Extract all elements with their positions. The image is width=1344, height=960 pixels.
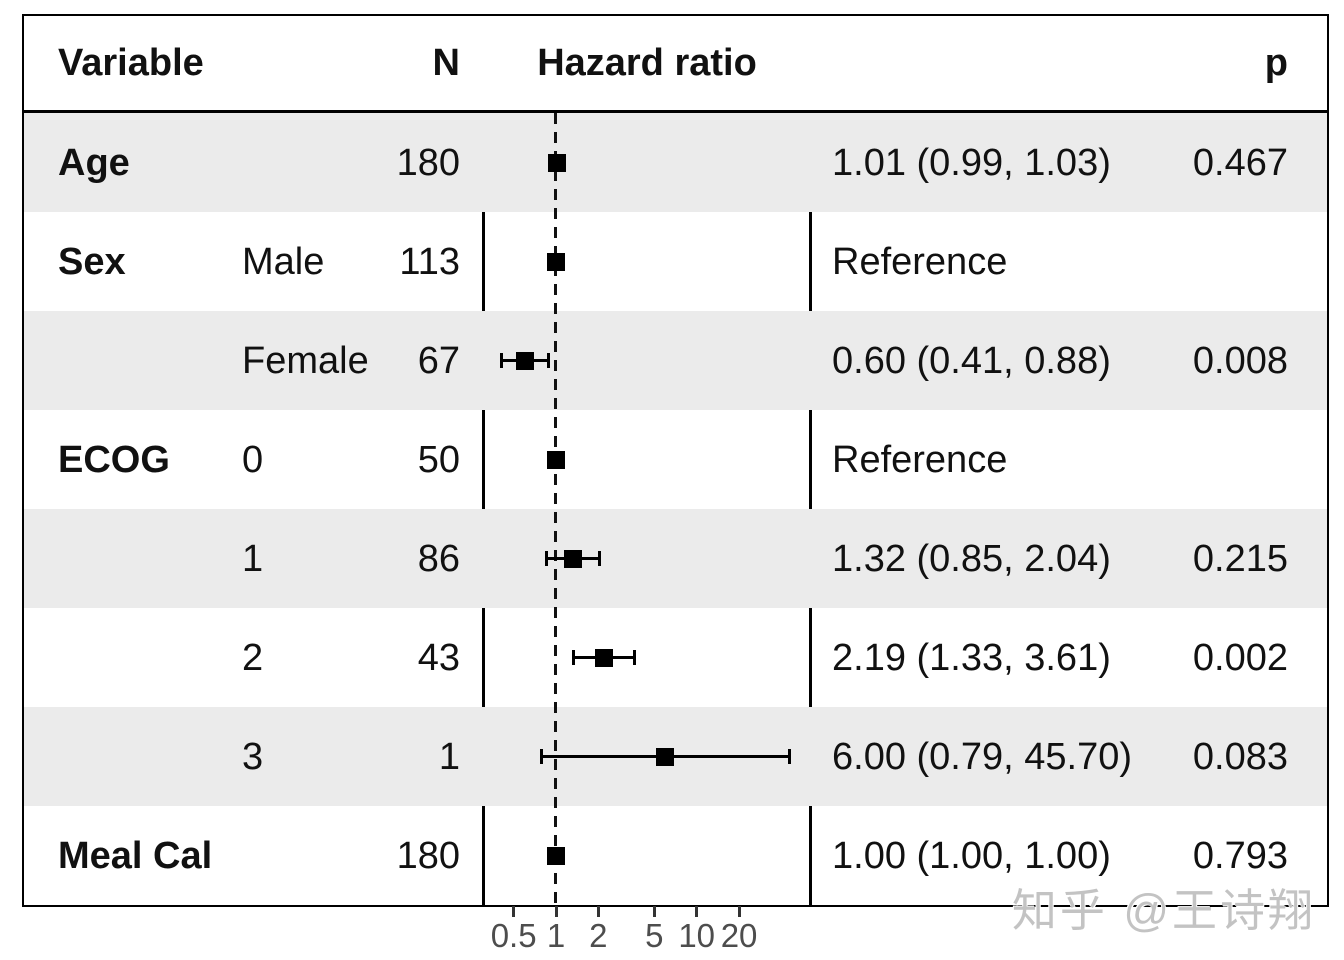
- estimate-value: 1.01 (0.99, 1.03): [832, 141, 1111, 184]
- forest-table: Variable N Hazard ratio p Age 180 1.01 (…: [22, 14, 1329, 907]
- watermark: 知乎 @王诗翔: [1011, 885, 1316, 936]
- ci-cap-high: [546, 352, 550, 368]
- estimate-value: 2.19 (1.33, 3.61): [832, 636, 1111, 679]
- table-row-ecog-1: 1 86 1.32 (0.85, 2.04) 0.215: [24, 509, 1327, 608]
- table-row-ecog-0: ECOG 0 50 Reference: [24, 410, 1327, 509]
- forest-row-plot: [485, 410, 809, 509]
- variable-label: ECOG: [58, 438, 170, 481]
- forest-row-plot: [485, 509, 809, 608]
- panel-divider-right: [809, 16, 812, 905]
- reference-line: [554, 113, 557, 905]
- header-n: N: [432, 42, 460, 84]
- forest-row-plot: [485, 311, 809, 410]
- n-value: 1: [438, 735, 460, 778]
- hr-marker: [547, 450, 565, 469]
- hr-marker: [547, 153, 566, 172]
- p-value: 0.215: [1192, 537, 1288, 580]
- header-hazard-ratio: Hazard ratio: [537, 42, 757, 84]
- level-label: 2: [242, 636, 264, 679]
- x-axis-tick: [695, 906, 699, 917]
- table-row-age: Age 180 1.01 (0.99, 1.03) 0.467: [24, 113, 1327, 212]
- level-label: 0: [242, 438, 264, 481]
- n-value: 43: [417, 636, 460, 679]
- p-value: [924, 410, 1288, 509]
- hr-marker: [563, 549, 582, 568]
- estimate-value: 0.60 (0.41, 0.88): [832, 339, 1111, 382]
- n-value: 113: [399, 240, 460, 283]
- x-axis-tick-label: 1: [546, 917, 566, 954]
- n-value: 180: [396, 834, 460, 877]
- table-body: Age 180 1.01 (0.99, 1.03) 0.467 Sex Male…: [24, 113, 1327, 905]
- x-axis-tick-label: 2: [589, 917, 608, 954]
- estimate-value: 6.00 (0.79, 45.70): [832, 735, 1132, 778]
- x-axis-tick: [652, 906, 656, 917]
- p-value: 0.083: [1192, 735, 1288, 778]
- estimate-value: 1.32 (0.85, 2.04): [832, 537, 1111, 580]
- header-p: p: [1264, 42, 1288, 84]
- variable-label: Age: [58, 141, 130, 184]
- x-axis-tick: [596, 906, 600, 917]
- x-axis: 0.5 1 2 5 10 20: [24, 905, 1327, 960]
- ci-cap-low: [500, 352, 504, 368]
- x-axis-tick-label: 5: [645, 917, 664, 954]
- p-value: 0.467: [1192, 141, 1288, 184]
- variable-label: Sex: [58, 240, 126, 283]
- x-axis-tick: [554, 906, 558, 917]
- level-label: 1: [242, 537, 264, 580]
- x-axis-tick: [512, 906, 516, 917]
- table-row-ecog-2: 2 43 2.19 (1.33, 3.61) 0.002: [24, 608, 1327, 707]
- ci-cap-low: [544, 550, 548, 566]
- forest-row-plot: [485, 806, 809, 905]
- ci-cap-high: [632, 649, 636, 665]
- x-axis-tick-label: 10: [678, 917, 716, 954]
- ci-cap-low: [571, 649, 575, 665]
- ci-cap-high: [598, 550, 602, 566]
- forest-row-plot: [485, 113, 809, 212]
- table-row-sex-male: Sex Male 113 Reference: [24, 212, 1327, 311]
- p-value: 0.793: [1192, 834, 1288, 877]
- forest-row-plot: [485, 707, 809, 806]
- p-value: 0.008: [1192, 339, 1288, 382]
- forest-row-plot: [485, 212, 809, 311]
- level-label: Male: [242, 240, 325, 283]
- ci-cap-high: [788, 748, 792, 764]
- x-axis-tick: [737, 906, 741, 917]
- n-value: 86: [417, 537, 460, 580]
- forest-row-plot: [485, 608, 809, 707]
- level-label: 3: [242, 735, 264, 778]
- table-header: Variable N Hazard ratio p: [24, 16, 1327, 113]
- x-axis-tick-label: 0.5: [490, 917, 537, 954]
- panel-divider-left: [482, 16, 485, 905]
- estimate-value: Reference: [832, 438, 1008, 481]
- table-row-ecog-3: 3 1 6.00 (0.79, 45.70) 0.083: [24, 707, 1327, 806]
- p-value: 0.002: [1192, 636, 1288, 679]
- hr-marker: [547, 846, 565, 865]
- n-value: 67: [417, 339, 460, 382]
- table-row-meal-cal: Meal Cal 180 1.00 (1.00, 1.00) 0.793: [24, 806, 1327, 905]
- x-axis-tick-label: 20: [720, 917, 758, 954]
- ci-cap-low: [540, 748, 544, 764]
- hr-marker: [656, 747, 675, 766]
- n-value: 50: [417, 438, 460, 481]
- variable-label: Meal Cal: [58, 834, 213, 877]
- header-variable: Variable: [58, 42, 204, 84]
- level-label: Female: [242, 339, 369, 382]
- hr-marker: [515, 351, 534, 370]
- hr-marker: [594, 648, 613, 667]
- estimate-value: 1.00 (1.00, 1.00): [832, 834, 1111, 877]
- n-value: 180: [396, 141, 460, 184]
- table-row-sex-female: Female 67 0.60 (0.41, 0.88) 0.008: [24, 311, 1327, 410]
- hr-marker: [547, 252, 565, 271]
- p-value: [924, 212, 1288, 311]
- estimate-value: Reference: [832, 240, 1008, 283]
